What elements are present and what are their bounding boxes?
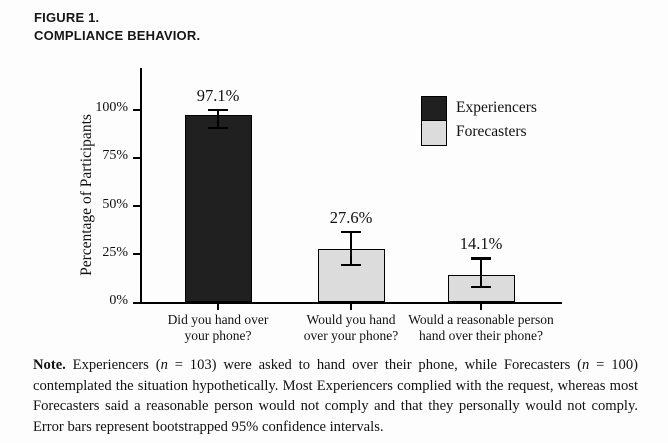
legend-label: Forecasters <box>456 123 527 141</box>
figure-title: COMPLIANCE BEHAVIOR. <box>34 28 201 43</box>
legend-label: Experiencers <box>456 99 537 117</box>
x-tick <box>217 304 219 310</box>
y-axis-title: Percentage of Participants <box>78 114 95 276</box>
error-bar-cap-bottom <box>341 263 361 267</box>
note-text: = 103) were asked to hand over their pho… <box>167 357 583 373</box>
y-tick <box>133 156 140 159</box>
y-tick-label: 100% <box>95 100 128 115</box>
error-bar <box>480 258 482 287</box>
error-bar <box>217 109 219 128</box>
x-tick <box>480 304 482 310</box>
legend-entry: Experiencers <box>421 96 537 122</box>
error-bar-cap-top <box>471 257 491 260</box>
y-tick <box>133 108 140 111</box>
error-bar-cap-bottom <box>208 126 228 130</box>
legend: Experiencers Forecasters <box>421 96 537 147</box>
bar-value-label: 14.1% <box>459 234 503 254</box>
x-category-label: Would a reasonable person hand over their… <box>408 312 554 343</box>
note-text: n <box>582 357 590 373</box>
figure-note: Note. Experiencers (n = 103) were asked … <box>33 355 638 437</box>
bar-chart: Percentage of Participants Experiencers F… <box>0 52 668 352</box>
figure-number: FIGURE 1. <box>34 10 100 25</box>
bar <box>317 248 385 302</box>
x-category-label: Would you hand over your phone? <box>303 312 399 343</box>
x-category-label: Did you hand over your phone? <box>167 312 269 343</box>
legend-entry: Forecasters <box>421 120 537 147</box>
y-tick-label: 25% <box>102 244 128 260</box>
error-bar-cap-top <box>208 108 228 112</box>
note-text: = 100) contemplated the situation hypoth… <box>33 357 639 435</box>
x-axis <box>140 302 562 304</box>
bar-value-label: 27.6% <box>329 207 373 227</box>
y-tick <box>133 301 140 304</box>
legend-swatch <box>421 96 447 122</box>
y-tick-label: 50% <box>102 196 128 212</box>
y-tick-label: 75% <box>102 148 128 164</box>
y-axis <box>140 68 142 304</box>
y-tick <box>133 205 140 207</box>
bar-value-label: 97.1% <box>196 85 240 105</box>
y-tick-label: 0% <box>109 293 128 308</box>
error-bar-cap-bottom <box>471 285 491 289</box>
note-text: Experiencers ( <box>65 357 161 373</box>
bar <box>184 114 252 302</box>
note-lead-word: Note. <box>33 357 66 373</box>
error-bar <box>350 231 352 265</box>
x-tick <box>350 304 352 310</box>
legend-swatch <box>421 120 447 147</box>
y-tick <box>133 253 140 256</box>
error-bar-cap-top <box>341 230 361 234</box>
note-text: n <box>160 357 168 373</box>
